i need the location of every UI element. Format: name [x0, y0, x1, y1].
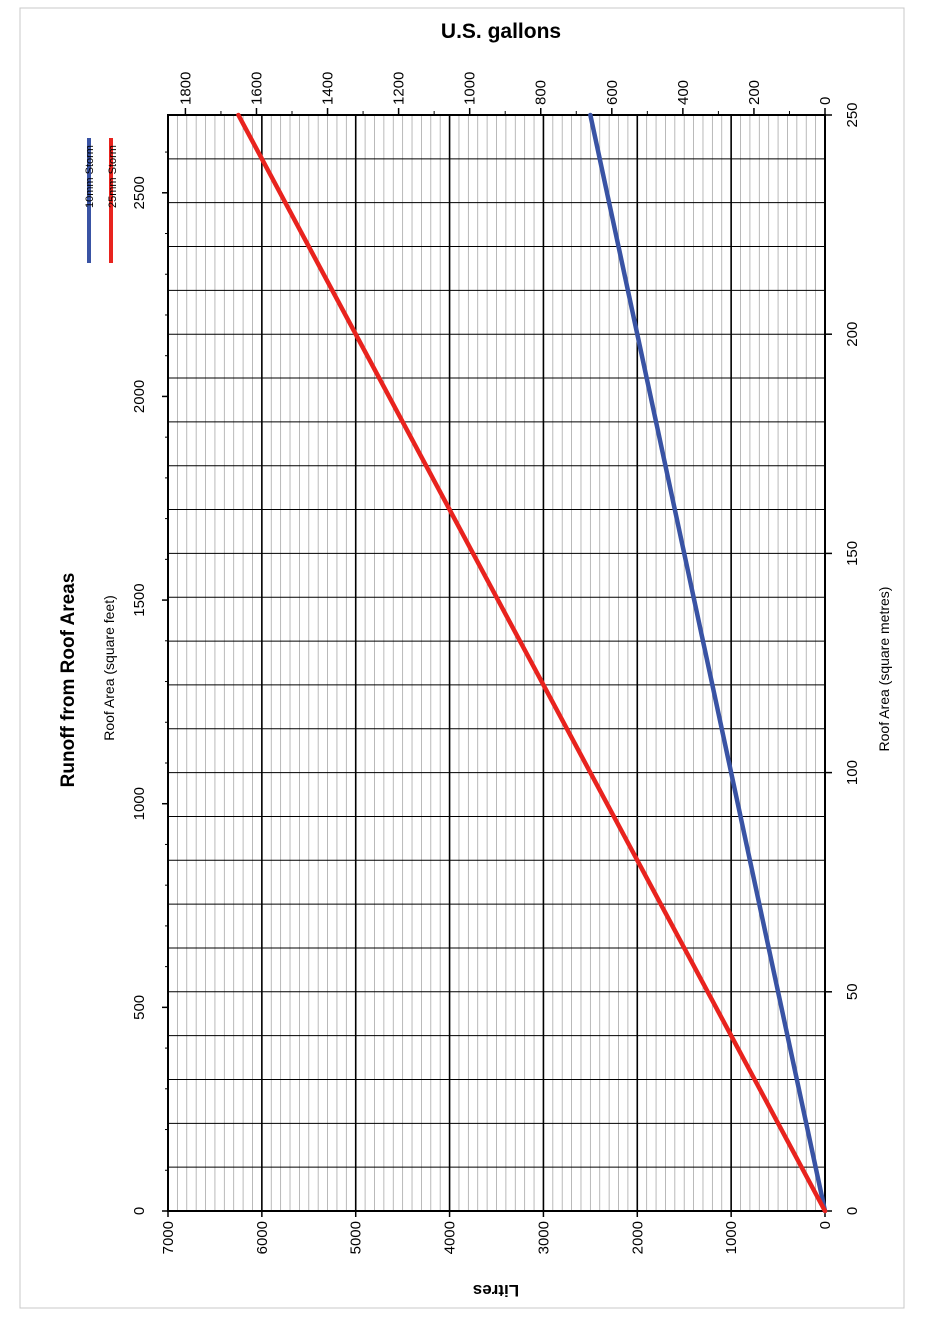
y-tick-label: 1000 [723, 1221, 740, 1254]
y2-axis-label: U.S. gallons [441, 20, 561, 43]
y2-tick-label: 1200 [391, 72, 408, 105]
y2-tick-label: 200 [746, 80, 763, 105]
x-tick-label: 50 [844, 983, 861, 1000]
y2-tick-label: 400 [675, 80, 692, 105]
y2-tick-label: 0 [817, 97, 834, 105]
minor-grid [176, 115, 817, 1211]
y2-tick-label: 1000 [462, 72, 479, 105]
series-lines [236, 112, 828, 1214]
y-tick-label: 6000 [254, 1221, 271, 1254]
x2-tick-label: 1500 [131, 583, 148, 616]
y2-tick-label: 1400 [320, 72, 337, 105]
y-tick-label: 0 [817, 1221, 834, 1229]
y2-tick-label: 800 [533, 80, 550, 105]
y-tick-label: 4000 [442, 1221, 459, 1254]
x-tick-label: 150 [844, 541, 861, 566]
y2-tick-label: 1600 [248, 72, 265, 105]
x-tick-label: 0 [844, 1207, 861, 1215]
y-tick-label: 2000 [629, 1221, 646, 1254]
x-tick-label: 200 [844, 322, 861, 347]
page-border [19, 7, 905, 1309]
x2-axis-label: Roof Area (square feet) [101, 595, 117, 741]
series-line-10mm-storm [588, 112, 828, 1214]
x-tick-label: 100 [844, 760, 861, 785]
y-tick-label: 3000 [535, 1221, 552, 1254]
y-tick-label: 5000 [348, 1221, 365, 1254]
x2-tick-label: 2500 [131, 176, 148, 209]
y-tick-label: 7000 [160, 1221, 177, 1254]
tick-labels: 0100020003000400050006000700002004006008… [131, 72, 861, 1255]
x2-tick-label: 500 [131, 995, 148, 1020]
x2-tick-label: 1000 [131, 787, 148, 820]
legend-label-25mm: 25mm Storm [107, 145, 119, 208]
chart-title: Runoff from Roof Areas [58, 573, 79, 788]
series-line-25mm-storm [236, 112, 828, 1214]
plot-frame [167, 114, 826, 1212]
y-axis-label: Litres [473, 1281, 519, 1300]
x-axis-label: Roof Area (square metres) [876, 587, 892, 752]
legend-label-10mm: 10mm Storm [84, 145, 96, 208]
y2-tick-label: 600 [604, 80, 621, 105]
x2-tick-label: 2000 [131, 380, 148, 413]
x2-tick-label: 0 [131, 1207, 148, 1215]
legend: 10mm Storm 25mm Storm [84, 138, 119, 263]
y2-tick-label: 1800 [177, 72, 194, 105]
x-tick-label: 250 [844, 102, 861, 127]
